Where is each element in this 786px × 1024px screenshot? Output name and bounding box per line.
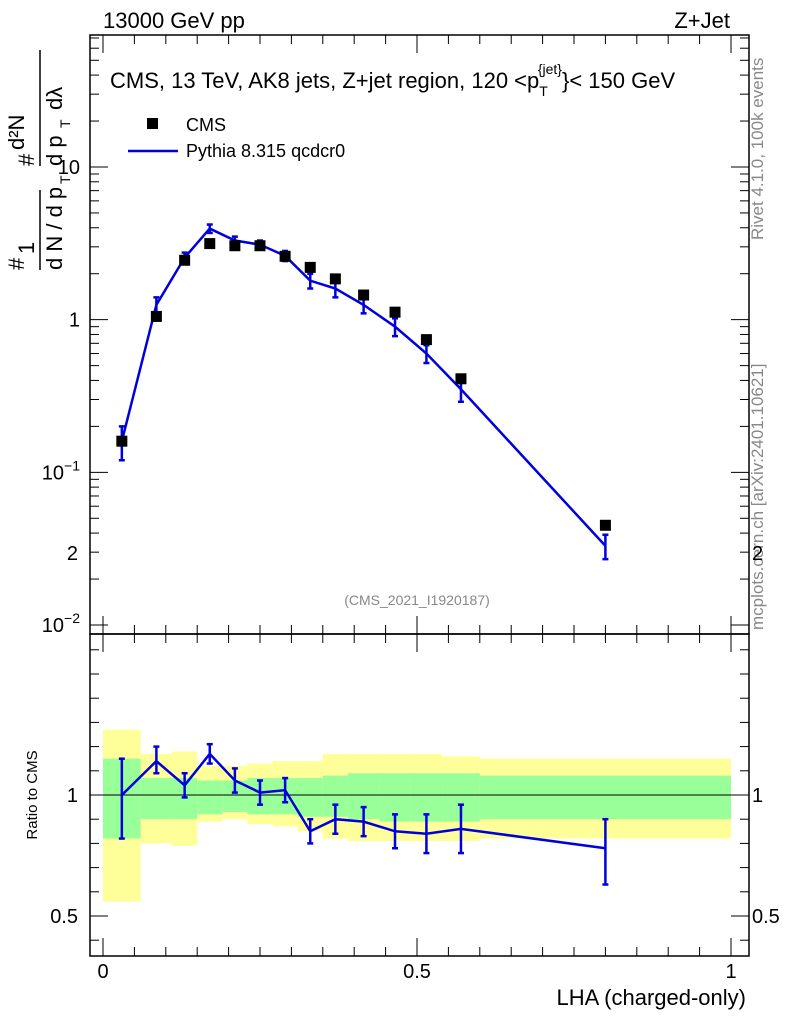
svg-text:1: 1 (14, 242, 39, 254)
rivet-label: Rivet 4.1.0, 100k events (748, 58, 767, 240)
energy-label: 13000 GeV pp (103, 8, 245, 33)
cms-point (358, 289, 370, 301)
main-ytick-label: 10−2 (42, 610, 80, 637)
cms-point (254, 240, 266, 252)
main-ylabel: # 1 d N / d p T # d²N d p T dλ (4, 50, 73, 270)
ratio-green-band (297, 778, 323, 817)
ratio-plot-data (118, 742, 609, 886)
ratio-xtick-label: 0.5 (403, 961, 431, 983)
ratio-ytick-label-right: 2 (752, 543, 763, 565)
main-title: CMS, 13 TeV, AK8 jets, Z+jet region, 120… (110, 61, 675, 99)
cms-point (150, 310, 162, 322)
main-title-subscript: T (539, 83, 548, 99)
main-title-text: CMS, 13 TeV, AK8 jets, Z+jet region, 120… (110, 68, 539, 93)
ratio-green-band (479, 775, 731, 820)
main-title-superscript: {jet} (538, 61, 562, 77)
ratio-ytick-label-left: 2 (67, 543, 78, 565)
legend-pythia-label: Pythia 8.315 qcdcr0 (186, 141, 345, 161)
cms-point (279, 250, 291, 262)
ratio-panel: 0.5 0.5 1 1 2 2 0 0.5 1 (50, 543, 780, 983)
cms-point (420, 334, 432, 346)
cms-point (116, 435, 128, 447)
ratio-xtick-label: 0 (97, 961, 108, 983)
cms-point (304, 261, 316, 273)
cms-point (599, 519, 611, 531)
ratio-xtick-label: 1 (725, 961, 736, 983)
legend-cms-marker (147, 118, 158, 129)
cms-point (179, 254, 191, 266)
cms-point (329, 273, 341, 285)
pythia-line (120, 227, 607, 547)
ratio-pythia-line (120, 751, 606, 850)
ratio-ytick-label-left: 0.5 (50, 906, 78, 928)
cms-point (455, 373, 467, 385)
ratio-ytick-label-right: 1 (752, 785, 763, 807)
main-title-tail: }< 150 GeV (562, 68, 675, 93)
svg-text:T: T (57, 175, 73, 184)
svg-text:#: # (4, 257, 29, 270)
svg-text:#: # (14, 153, 39, 166)
legend-cms-label: CMS (186, 115, 226, 135)
main-ytick-label: 1 (69, 310, 80, 332)
ratio-ytick-label-right: 0.5 (752, 906, 780, 928)
svg-text:T: T (57, 119, 73, 128)
source-label: mcplots.cern.ch [arXiv:2401.10621] (748, 364, 767, 630)
analysis-watermark: (CMS_2021_I1920187) (344, 592, 490, 608)
svg-text:d²N: d²N (4, 115, 29, 150)
cms-point (204, 238, 216, 250)
svg-text:dλ: dλ (42, 87, 67, 110)
svg-text:d N / d p: d N / d p (42, 187, 67, 270)
ratio-green-band (140, 778, 173, 820)
main-plot-data (116, 223, 611, 561)
ratio-xlabel: LHA (charged-only) (556, 985, 746, 1010)
cms-point (389, 306, 401, 318)
process-label: Z+Jet (674, 8, 730, 33)
main-ytick-label: 10 (58, 157, 80, 179)
ratio-green-band (197, 780, 223, 815)
ratio-ylabel: Ratio to CMS (24, 750, 41, 839)
cms-point (229, 240, 241, 252)
ratio-ytick-label-left: 1 (67, 785, 78, 807)
main-ytick-label: 10−1 (42, 457, 80, 484)
svg-text:d p: d p (42, 135, 67, 166)
